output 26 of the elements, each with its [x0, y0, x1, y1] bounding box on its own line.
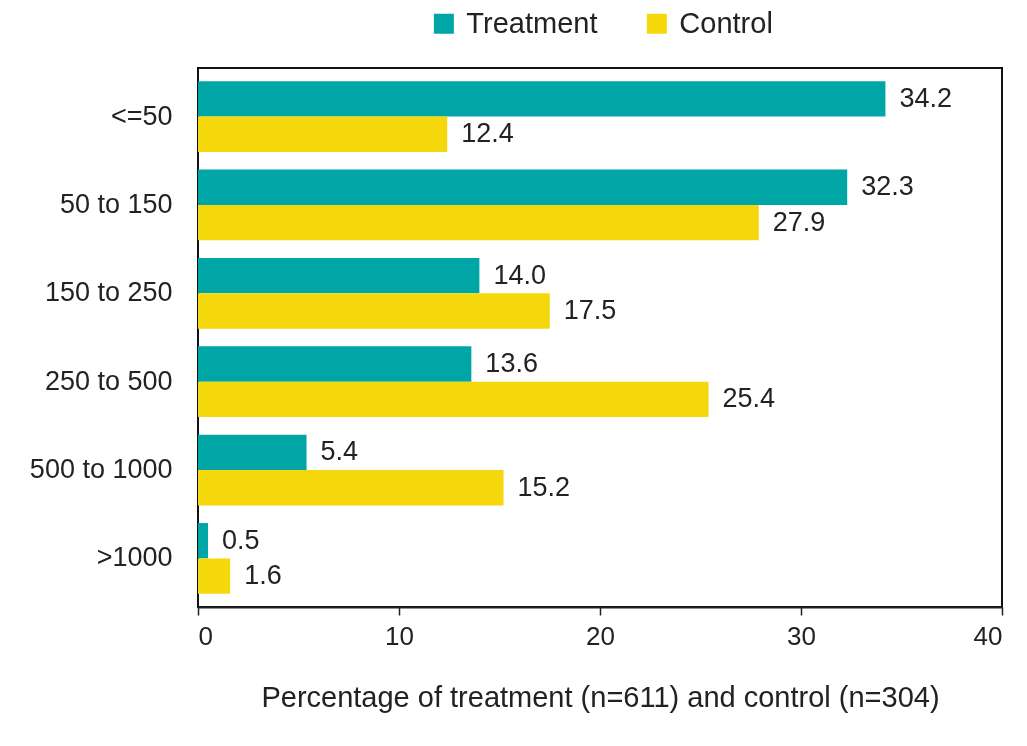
data-label: 34.2	[899, 82, 952, 113]
data-label: 17.5	[563, 294, 617, 325]
data-label: 5.4	[320, 436, 359, 467]
data-label: 32.3	[861, 171, 914, 202]
data-label: 14.0	[493, 259, 546, 290]
data-label: 12.4	[461, 118, 514, 149]
x-tick-label: 10	[385, 620, 414, 651]
y-tick-label: <=50	[110, 100, 173, 131]
y-tick-label: 150 to 250	[44, 277, 173, 308]
legend-label: Treatment	[466, 6, 598, 39]
x-tick-label: 30	[787, 620, 816, 651]
x-tick-label: 20	[586, 620, 615, 651]
x-tick-label: 0	[198, 620, 213, 651]
y-tick-label: >1000	[96, 542, 173, 573]
data-label: 13.6	[485, 348, 538, 379]
y-tick-label: 500 to 1000	[29, 454, 173, 485]
data-label: 0.5	[222, 524, 260, 555]
x-tick-label: 40	[973, 620, 1003, 651]
y-tick-label: 50 to 150	[59, 188, 173, 219]
data-label: 25.4	[722, 383, 776, 414]
data-label: 15.2	[517, 471, 571, 502]
legend-label: Control	[679, 6, 773, 39]
data-label: 1.6	[244, 560, 282, 591]
x-axis-title: Percentage of treatment (n=611) and control (n=304)	[261, 680, 940, 713]
y-tick-label: 250 to 500	[44, 365, 173, 396]
data-label: 27.9	[772, 206, 826, 237]
